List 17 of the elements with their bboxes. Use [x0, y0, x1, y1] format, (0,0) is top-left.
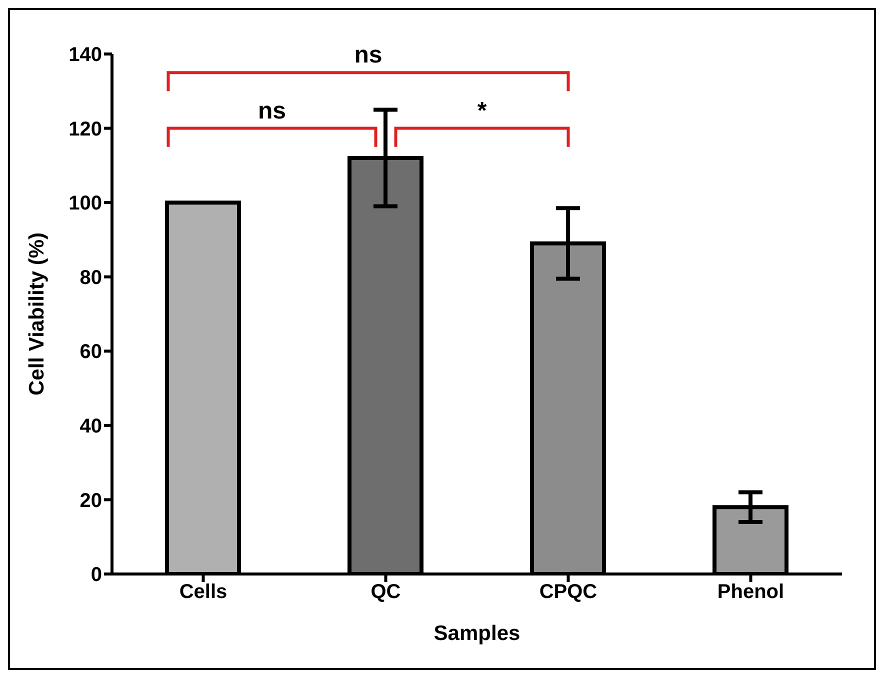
x-tick-label: Cells — [179, 581, 228, 604]
y-tick-label: 140 — [68, 44, 102, 66]
annotation: * — [477, 97, 488, 124]
y-tick-label: 120 — [68, 118, 102, 140]
y-tick-label: 40 — [80, 416, 102, 438]
x-tick-label: Phenol — [717, 581, 784, 604]
y-tick-label: 60 — [80, 341, 102, 364]
y-tick-label: 0 — [90, 564, 102, 586]
y-tick-label: 20 — [80, 490, 102, 512]
annotation: ns — [258, 97, 286, 124]
x-tick-label: CPQC — [539, 581, 598, 604]
y-tick-label: 80 — [80, 266, 102, 289]
y-tick-label: 100 — [68, 192, 102, 215]
annotation: ns — [354, 42, 382, 69]
x-axis-title: Samples — [434, 622, 520, 645]
x-tick-label: QC — [370, 581, 401, 604]
y-axis-title: Cell Viability (%) — [25, 232, 48, 396]
